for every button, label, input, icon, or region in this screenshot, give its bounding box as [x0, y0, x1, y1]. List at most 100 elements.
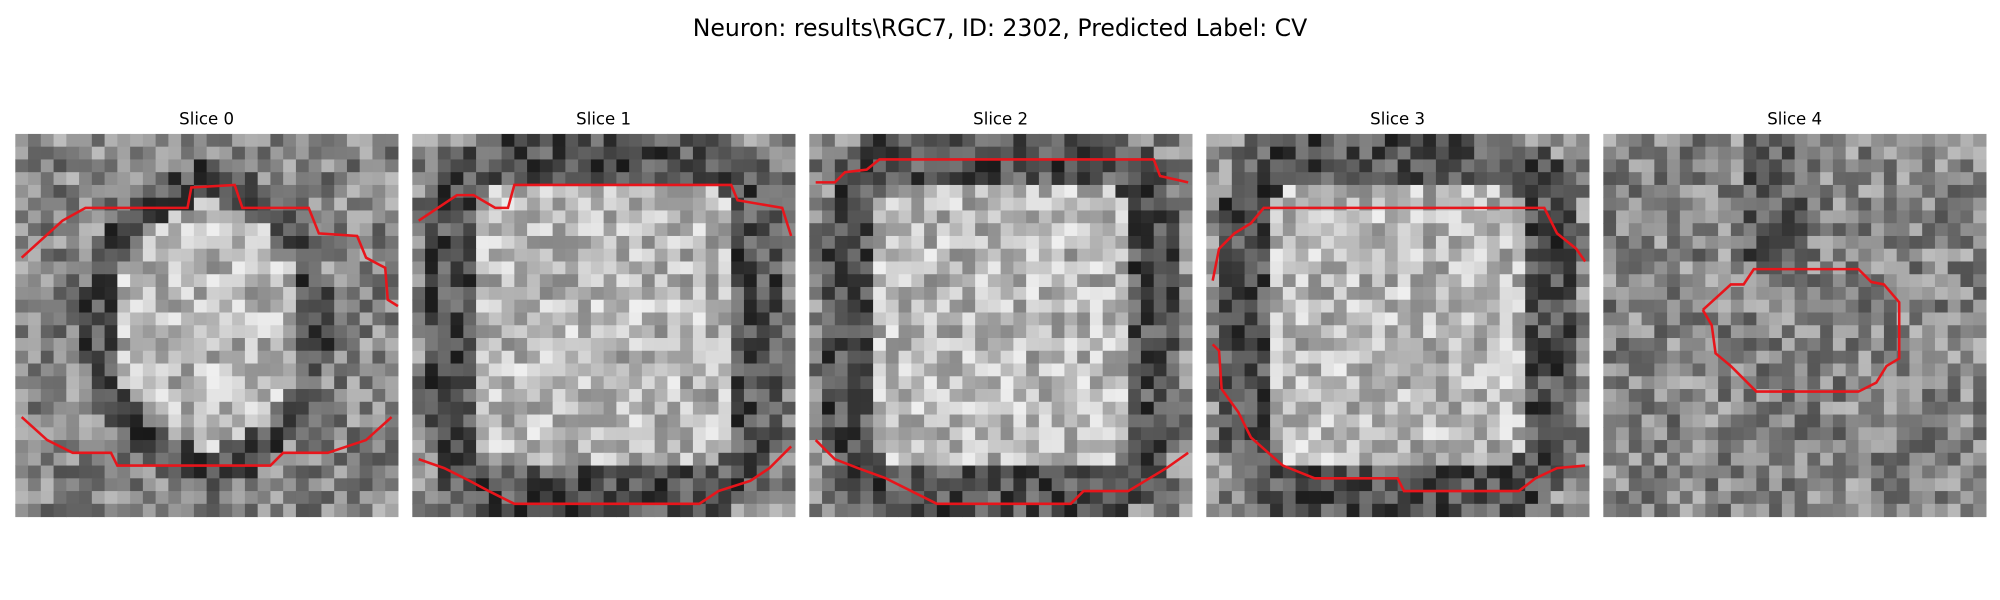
pixel [1038, 478, 1053, 492]
pixel [1282, 146, 1297, 160]
pixel [1486, 299, 1501, 314]
pixel [936, 491, 951, 505]
pixel [1947, 503, 1961, 518]
pixel [1781, 146, 1796, 160]
pixel [1077, 184, 1091, 199]
pixel [1115, 299, 1129, 314]
pixel [873, 452, 887, 467]
pixel [168, 274, 182, 288]
pixel [1756, 503, 1770, 518]
pixel [142, 401, 157, 416]
pixel [142, 338, 157, 352]
pixel [1563, 452, 1577, 467]
pixel [885, 503, 900, 518]
pixel [834, 286, 849, 301]
pixel [206, 401, 220, 416]
pixel [359, 274, 373, 288]
pixel [155, 465, 169, 479]
pixel [1550, 210, 1564, 224]
pixel [1486, 325, 1501, 339]
pixel [898, 133, 912, 148]
pixel [936, 146, 951, 160]
pixel [654, 465, 668, 479]
pixel [28, 350, 42, 365]
pixel [911, 223, 925, 237]
pixel [437, 146, 452, 160]
pixel [232, 223, 246, 237]
pixel [1705, 146, 1719, 160]
pixel [270, 274, 284, 288]
pixel [1064, 363, 1078, 377]
pixel [1883, 440, 1898, 454]
pixel [1321, 299, 1335, 314]
pixel [578, 338, 592, 352]
pixel [437, 172, 452, 186]
pixel [295, 363, 310, 377]
pixel [450, 248, 464, 262]
pixel [743, 235, 758, 250]
pixel [476, 350, 490, 365]
pixel [860, 491, 874, 505]
pixel [1730, 389, 1745, 403]
pixel [334, 274, 348, 288]
pixel [1807, 452, 1821, 467]
pixel [1667, 478, 1681, 492]
pixel [142, 491, 157, 505]
pixel [181, 389, 195, 403]
pixel [1219, 465, 1233, 479]
pixel [1410, 503, 1424, 518]
pixel [1153, 299, 1167, 314]
pixel [1641, 197, 1655, 211]
pixel [181, 465, 195, 479]
pixel [181, 350, 195, 365]
pixel [1372, 427, 1386, 441]
pixel [1794, 427, 1808, 441]
pixel [949, 427, 963, 441]
pixel [743, 210, 758, 224]
pixel [514, 414, 528, 428]
pixel [412, 363, 426, 377]
pixel [1140, 401, 1155, 416]
pixel [1219, 299, 1233, 314]
pixel [936, 299, 951, 314]
pixel [822, 248, 836, 262]
pixel [1140, 172, 1155, 186]
pixel [1781, 286, 1796, 301]
pixel [1282, 503, 1297, 518]
pixel [1333, 184, 1348, 199]
pixel [552, 172, 566, 186]
pixel [1654, 172, 1668, 186]
pixel [372, 338, 386, 352]
pixel [142, 350, 157, 365]
pixel [257, 248, 271, 262]
pixel [552, 325, 566, 339]
pixel [769, 159, 783, 173]
pixel [1461, 325, 1475, 339]
pixel [692, 414, 707, 428]
pixel [860, 350, 874, 365]
pixel [1448, 133, 1462, 148]
pixel [308, 414, 322, 428]
pixel [834, 184, 849, 199]
pixel [15, 146, 29, 160]
pixel [295, 312, 310, 326]
pixel [1947, 427, 1961, 441]
pixel [1089, 401, 1104, 416]
pixel [1947, 133, 1961, 148]
pixel [578, 503, 592, 518]
pixel [552, 184, 566, 199]
pixel [53, 491, 67, 505]
pixel [1603, 427, 1617, 441]
pixel [104, 440, 118, 454]
pixel [782, 465, 796, 479]
pixel [539, 248, 554, 262]
pixel [1718, 197, 1732, 211]
pixel [936, 350, 951, 365]
pixel [885, 338, 900, 352]
pixel [53, 414, 67, 428]
pixel [346, 312, 361, 326]
panel-title: Slice 2 [973, 109, 1028, 128]
pixel [1960, 248, 1974, 262]
pixel [117, 299, 131, 314]
pixel [1679, 133, 1694, 148]
